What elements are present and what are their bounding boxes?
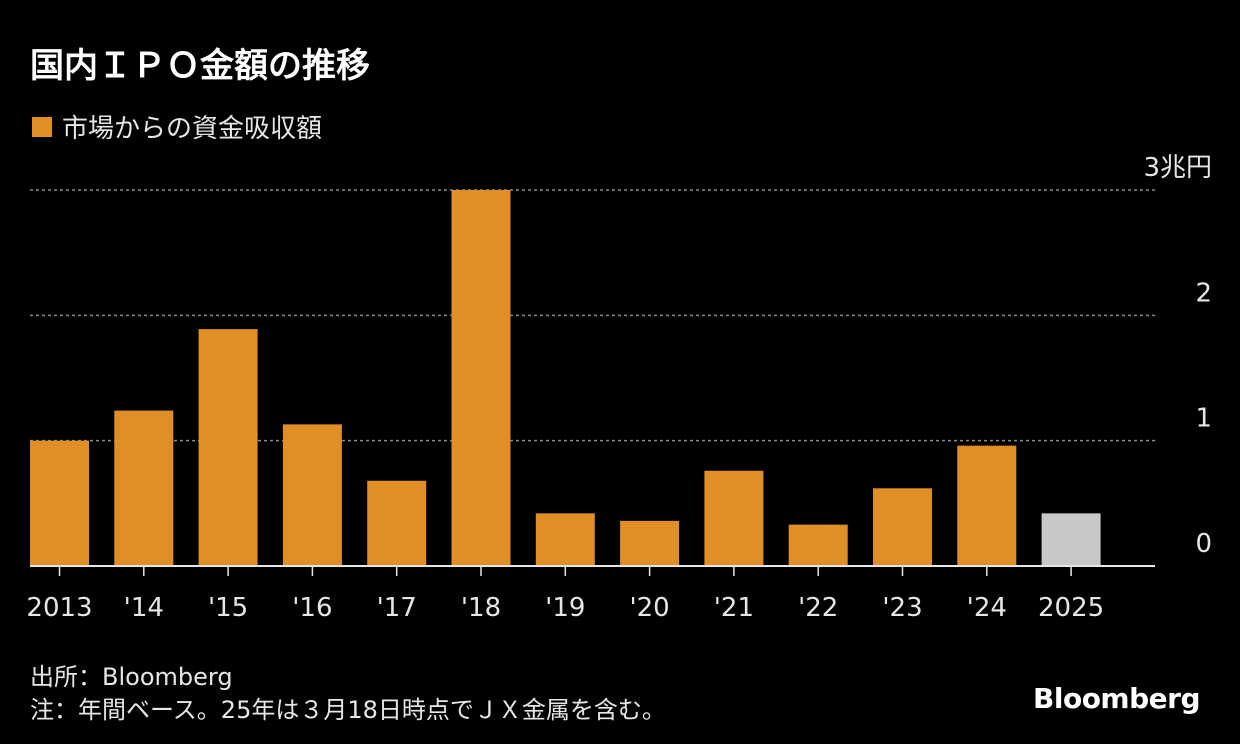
bar [451,190,511,566]
x-tick-label: '14 [124,593,164,623]
chart-title: 国内ＩＰＯ金額の推移 [30,46,370,86]
bar [198,329,258,566]
x-tick-label: 2013 [26,593,92,623]
bar [367,480,427,566]
x-tick-label: '16 [292,593,332,623]
bloomberg-logo: Bloomberg [1033,682,1200,715]
source-text: 出所：Bloomberg [30,663,233,691]
x-tick-label: '21 [714,593,754,623]
bar [957,445,1017,566]
x-tick-label: '15 [208,593,248,623]
legend: 市場からの資金吸収額 [32,108,322,145]
legend-label: 市場からの資金吸収額 [62,114,323,144]
x-tick-label: '17 [377,593,417,623]
x-tick-label: '24 [967,593,1007,623]
x-tick-label: '22 [798,593,838,623]
bar [282,424,342,566]
x-tick-label: 2025 [1038,593,1104,623]
y-tick-label: 3兆円 [1143,153,1212,183]
bar [1041,513,1101,566]
bar [30,440,89,566]
bar [114,410,174,566]
x-tick-label: '20 [629,593,669,623]
bar [788,524,848,566]
x-tick-label: '23 [882,593,922,623]
bar [873,488,932,566]
y-tick-label: 2 [1195,278,1212,308]
x-tick-label: '19 [545,593,585,623]
bar [620,520,680,566]
bar [535,513,595,566]
bar [704,470,764,566]
y-tick-label: 1 [1195,404,1212,434]
y-tick-label: 0 [1195,529,1212,559]
note-text: 注：年間ベース。25年は３月18日時点でＪＸ金属を含む。 [30,696,666,724]
legend-swatch [32,116,52,137]
x-tick-label: '18 [461,593,501,623]
